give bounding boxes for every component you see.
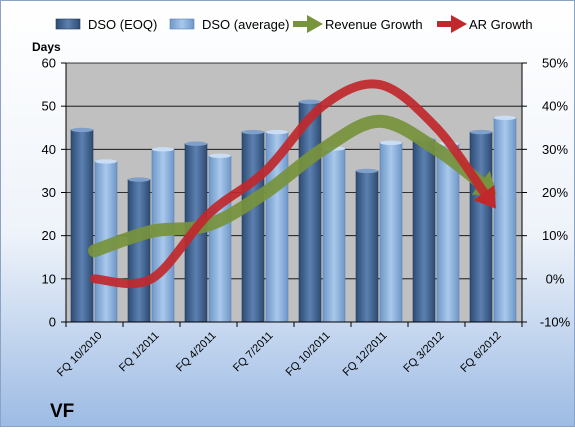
y-tick-label: 60 — [42, 56, 56, 71]
legend-label: Revenue Growth — [325, 17, 423, 32]
bar-top — [356, 168, 378, 174]
bar-top — [185, 141, 207, 146]
y2-tick-label: 40% — [542, 99, 568, 114]
bar-top — [470, 129, 492, 135]
bar-top — [299, 99, 321, 105]
bar-dso-eoq — [70, 129, 94, 323]
bar-top — [266, 129, 288, 135]
y-tick-label: 0 — [49, 315, 56, 330]
bar-dso-average — [493, 117, 517, 323]
y-tick-label: 50 — [42, 99, 56, 114]
bar-dso-eoq — [127, 179, 151, 323]
y-tick-label: 40 — [42, 142, 56, 157]
bar-dso-average — [379, 142, 403, 323]
bar-dso-average — [208, 155, 232, 323]
legend-swatch — [169, 18, 195, 30]
legend-swatch — [55, 18, 81, 30]
bar-top — [380, 140, 402, 146]
ar-growth-line — [90, 79, 489, 289]
legend: DSO (EOQ) DSO (average) Revenue Growth AR G… — [55, 15, 533, 33]
y2-tick-label: 20% — [542, 185, 568, 200]
y-tick-label: 20 — [42, 228, 56, 243]
bar-dso-eoq — [412, 139, 436, 323]
y2-tick-label: 10% — [542, 228, 568, 243]
y2-tick-label: -10% — [540, 315, 571, 330]
growth-lines — [88, 79, 497, 289]
y-axis-title: Days — [32, 40, 61, 54]
legend-label: DSO (average) — [202, 17, 289, 32]
bar-top — [209, 153, 231, 159]
bar-dso-average — [322, 148, 346, 323]
bar-top — [242, 129, 264, 135]
bar-dso-eoq — [241, 131, 265, 323]
bar-dso-eoq — [469, 131, 493, 323]
legend-label: AR Growth — [469, 17, 533, 32]
bar-top — [71, 127, 93, 133]
bar-dso-eoq — [355, 170, 379, 323]
bar-top — [494, 115, 516, 121]
y2-tick-label: 50% — [542, 56, 568, 71]
legend-label: DSO (EOQ) — [88, 17, 157, 32]
y2-tick-label: 0% — [546, 271, 565, 286]
bar-top — [95, 159, 117, 164]
legend-arrow-head — [451, 15, 467, 33]
bar-top — [152, 147, 174, 152]
y2-tick-label: 30% — [542, 142, 568, 157]
y-tick-label: 30 — [42, 185, 56, 200]
y-tick-label: 10 — [42, 271, 56, 286]
legend-arrow-head — [307, 15, 323, 33]
bar-top — [128, 177, 150, 182]
company-label: VF — [50, 401, 74, 422]
ar-growth-arrowhead — [473, 184, 496, 209]
bar-dso-eoq — [298, 101, 322, 323]
revenue-growth-line — [88, 114, 488, 258]
